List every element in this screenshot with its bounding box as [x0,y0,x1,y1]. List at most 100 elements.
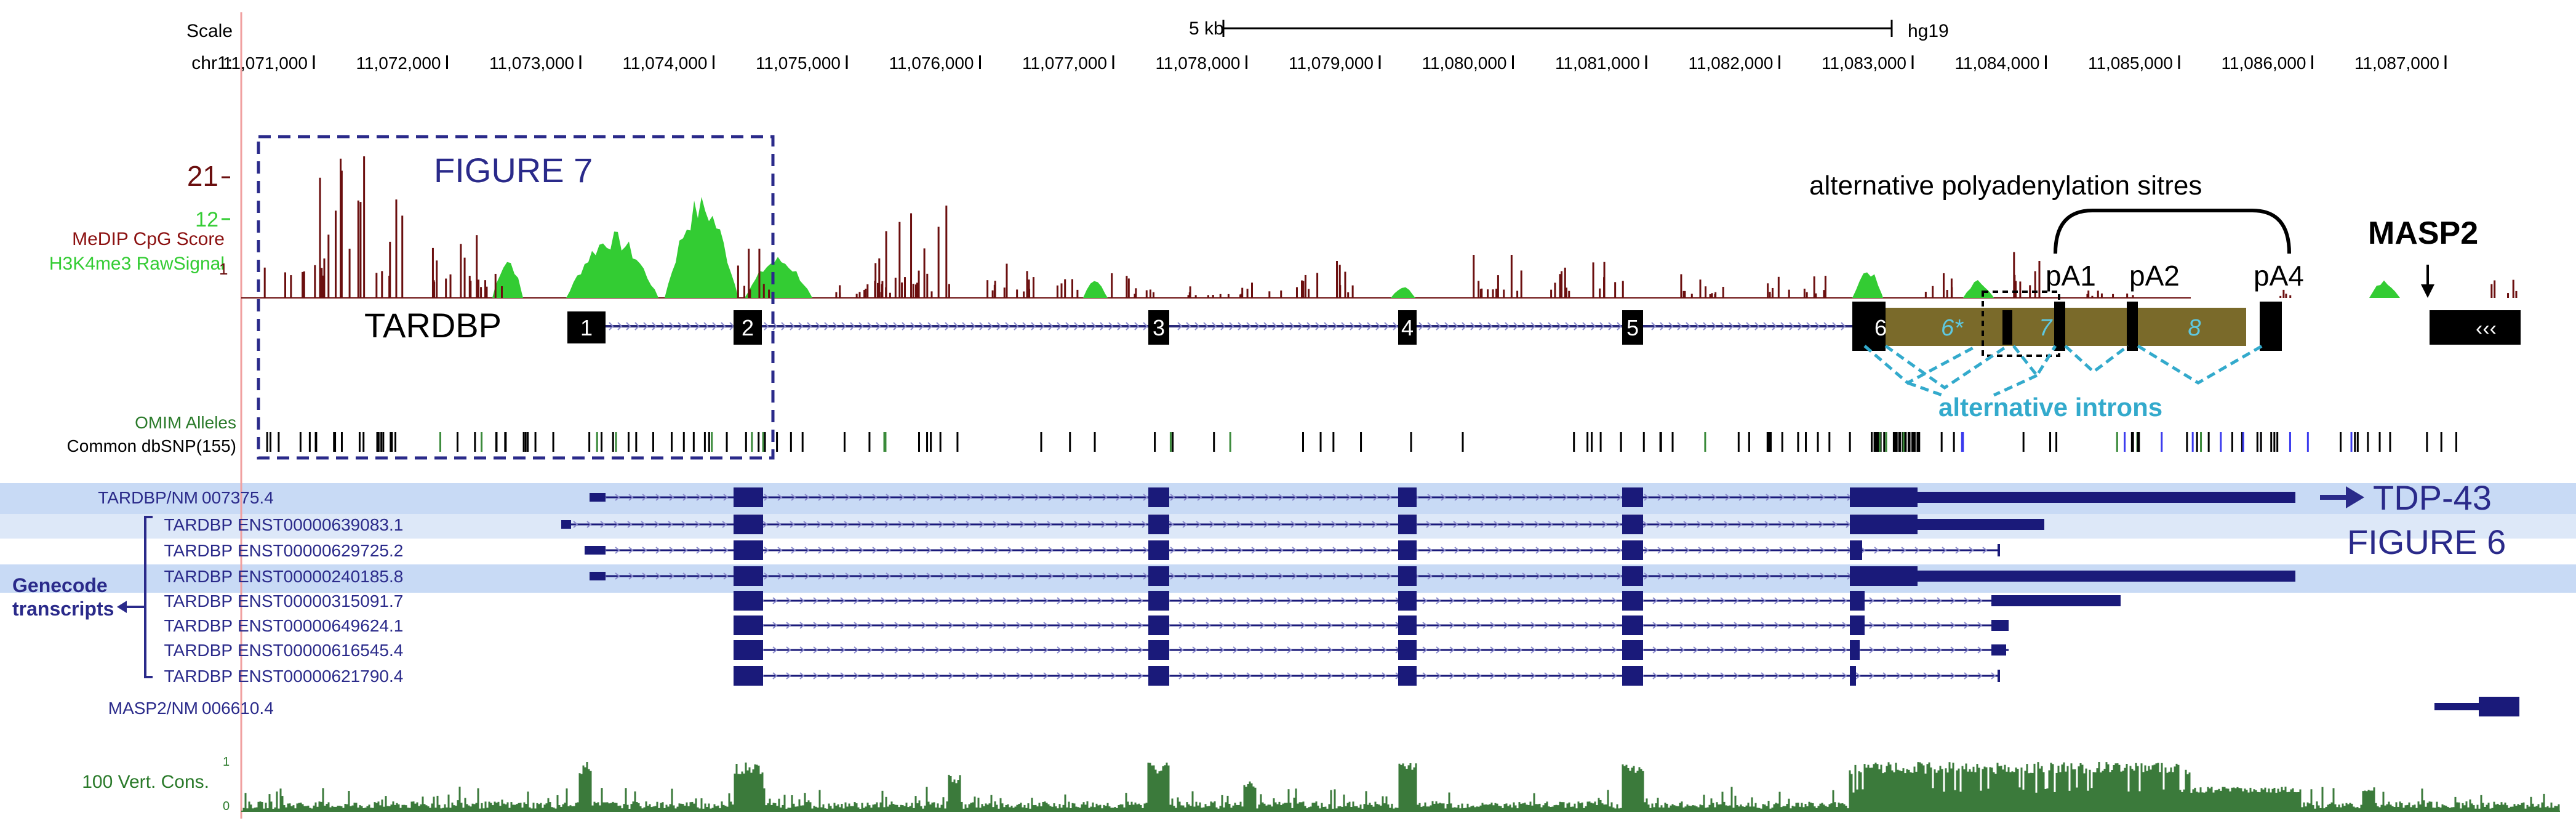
transcript-chevron [1693,672,1698,680]
intron-chevron [1772,322,1777,331]
transcript-id: ENST00000616545.4 [238,641,403,660]
transcript-chevron [1652,622,1658,629]
intron-chevron [1479,322,1484,331]
intron-chevron [962,322,967,331]
intron-chevron [1108,322,1114,331]
intron-chevron [1505,322,1510,331]
transcript-chevron [1855,672,1861,680]
transcript-chevron [1476,672,1482,680]
transcript-chevron [1314,672,1319,680]
transcript-chevron [1937,672,1942,680]
transcript-chevron [654,521,660,528]
transcript-chevron [1449,597,1455,604]
transcript-chevron [1206,646,1211,654]
transcript-chevron [1373,572,1378,580]
transcript-chevron [1382,646,1387,654]
transcript-chevron [1656,521,1662,528]
transcript-chevron [1043,672,1049,680]
h3k4me3-peak [566,231,658,298]
transcript-chevron [1300,646,1306,654]
transcript-chevron [804,572,810,580]
transcript-chevron [1585,646,1590,654]
transcript-chevron [840,622,846,629]
transcript-chevron [1197,547,1202,554]
transcript-chevron [840,672,846,680]
transcript-chevron [1210,572,1216,580]
transcript-chevron [926,547,932,554]
transcript-chevron [953,494,959,501]
transcript-chevron [1657,494,1663,501]
transcript-chevron [1111,597,1116,604]
transcript-chevron [935,646,940,654]
transcript-chevron [669,572,674,580]
transcript-chevron [1273,646,1279,654]
h3k4me3-peak [1963,279,1994,298]
transcript-chevron [871,521,876,528]
intron-chevron [1780,322,1786,331]
transcript-chevron [1319,494,1324,501]
transcript-chevron [1530,597,1536,604]
transcript-chevron [1666,622,1671,629]
transcript-id: ENST00000315091.7 [238,591,403,611]
transcript-chevron [1698,547,1703,554]
transcript-chevron [1910,622,1915,629]
transcript-chevron [1910,597,1915,604]
transcript-chevron [1679,672,1685,680]
intron-chevron [1177,322,1183,331]
transcript-chevron [723,494,729,501]
transcript-chevron [1138,646,1143,654]
intron-chevron [807,322,812,331]
scale-tick-label: 11,072,000 [356,54,441,73]
transcript-chevron [1833,547,1839,554]
transcript-chevron [818,572,823,580]
transcript-chevron [668,521,673,528]
transcript-chevron [1386,547,1392,554]
transcript-chevron [1815,597,1820,604]
transcript-chevron [994,494,999,501]
transcript-chevron [1332,494,1338,501]
transcript-chevron [818,494,823,501]
transcript-chevron [1720,622,1726,629]
transcript-chevron [1522,547,1527,554]
transcript-chevron [1116,494,1121,501]
transcript-id: ENST00000629725.2 [238,541,403,560]
transcript-chevron [1977,672,1983,680]
transcript-chevron [1129,494,1135,501]
transcript-chevron [975,672,981,680]
medip-min-label: 1 [219,260,228,278]
transcript-chevron [1644,494,1649,501]
transcript-chevron [1766,494,1771,501]
transcript-chevron [1923,646,1929,654]
transcript-chevron [1102,572,1108,580]
transcript-chevron [1178,597,1184,604]
utr-region [1852,308,2246,346]
transcript-chevron [1747,646,1753,654]
pa1-label: pA1 [2046,260,2096,292]
transcript-chevron [1021,572,1026,580]
transcript-chevron [1033,521,1039,528]
transcript-chevron [1233,622,1238,629]
transcript-chevron [867,597,873,604]
transcript-chevron [881,597,886,604]
transcript-chevron [1950,597,1956,604]
omim-label: OMIM Alleles [135,413,236,432]
transcript-chevron [1386,572,1392,580]
h3k4me3-peak [1391,287,1415,298]
transcript-chevron [1346,572,1351,580]
intron-chevron [1057,322,1062,331]
transcript-chevron [1801,597,1807,604]
transcript-chevron [1752,572,1758,580]
transcript-chevron [1896,597,1902,604]
intron-chevron [1039,322,1045,331]
transcript-chevron [1558,597,1563,604]
intron-chevron [1358,322,1364,331]
transcript-chevron [1791,521,1797,528]
transcript-chevron [1449,672,1455,680]
transcript-chevron [1602,521,1607,528]
transcript-chevron [1089,494,1094,501]
transcript-chevron [1558,622,1563,629]
transcript-chevron [786,597,791,604]
intron-chevron [1194,322,1200,331]
transcript-chevron [894,672,900,680]
intron-chevron [1746,322,1751,331]
